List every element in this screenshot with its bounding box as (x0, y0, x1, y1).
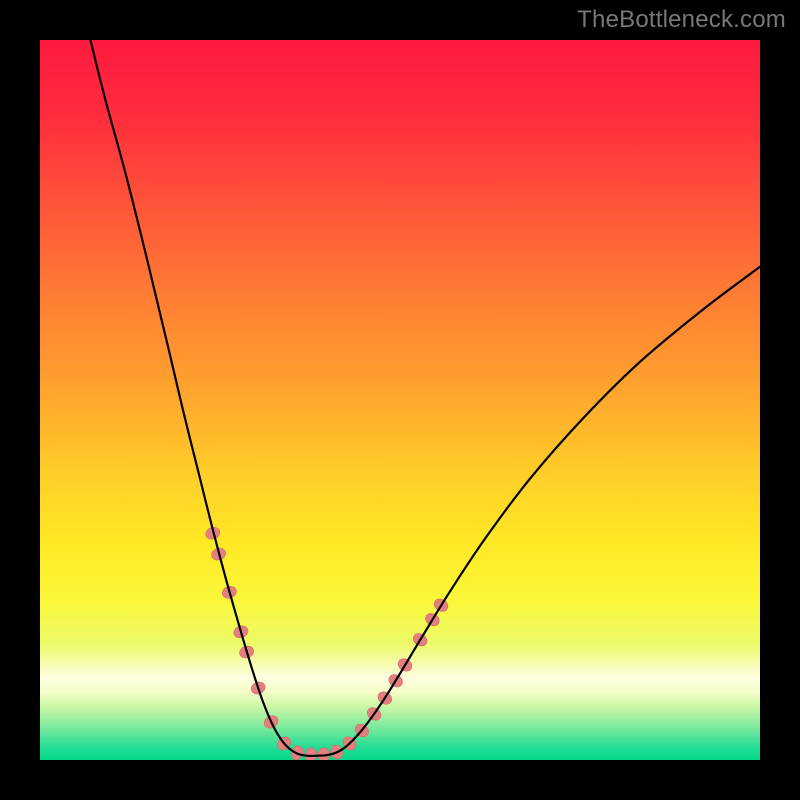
chart-svg (0, 0, 800, 800)
watermark-text: TheBottleneck.com (577, 6, 786, 34)
chart-container: TheBottleneck.com (0, 0, 800, 800)
